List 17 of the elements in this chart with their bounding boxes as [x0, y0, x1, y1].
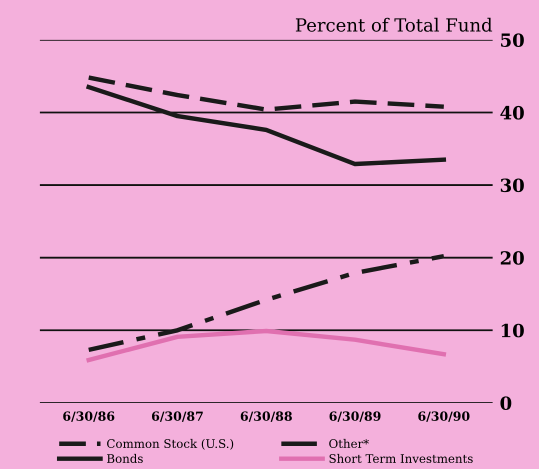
x-tick-label: 6/30/88: [240, 411, 292, 422]
x-tick-label: 6/30/87: [152, 411, 203, 422]
x-tick-label: 6/30/90: [418, 411, 470, 422]
x-tick-label: 6/30/89: [330, 411, 381, 422]
legend-label: Other*: [329, 438, 369, 448]
chart-title: Percent of Total Fund: [296, 18, 492, 32]
legend-label: Bonds: [107, 454, 143, 464]
x-tick-label: 6/30/86: [63, 411, 114, 422]
y-tick-label: 50: [501, 33, 524, 47]
y-tick-label: 30: [500, 178, 524, 192]
y-tick-label: 40: [500, 106, 524, 120]
legend-label: Short Term Investments: [330, 454, 473, 464]
line-series: [86, 328, 446, 362]
legend-label: Common Stock (U.S.): [107, 438, 234, 450]
y-tick-label: 10: [502, 324, 524, 338]
y-tick-label: 20: [500, 251, 524, 265]
y-tick-label: 0: [500, 396, 512, 410]
